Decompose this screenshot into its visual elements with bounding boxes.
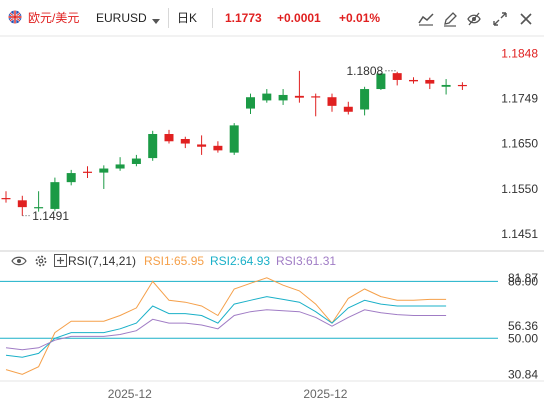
candle-body (148, 134, 158, 159)
toolbar-divider (168, 8, 169, 28)
candle-body (17, 200, 27, 208)
eye-off-icon[interactable] (466, 11, 482, 27)
line-chart-icon[interactable] (418, 11, 434, 27)
candle-body (1, 198, 11, 200)
rsi-toolbar: RSI(7,14,21) RSI1:65.95 RSI2:64.93 RSI3:… (0, 252, 544, 270)
rsi-tick-label: 80.00 (508, 274, 538, 288)
symbol-label[interactable]: EURUSD (96, 11, 147, 25)
candle-body (50, 182, 60, 209)
rsi1-value: RSI1:65.95 (144, 254, 205, 268)
toolbar-divider (212, 8, 213, 28)
candle-body (425, 79, 435, 84)
rsi-tick-label: 50.00 (508, 331, 538, 345)
candle-body (115, 164, 125, 169)
close-icon[interactable] (518, 11, 534, 27)
rsi2-value: RSI2:64.93 (210, 254, 271, 268)
price-tick-label: 1.1749 (501, 92, 538, 106)
chart-toolbar: 欧元/美元 EURUSD 日K 1.1773 +0.0001 +0.01% (0, 0, 544, 36)
date-tick-label: 2025-12 (108, 387, 152, 401)
candle-body (376, 73, 386, 90)
candle-body (180, 139, 190, 144)
rsi-tick-label: 81.87 (508, 271, 538, 285)
price-tick-label: 1.1550 (501, 182, 538, 196)
candle-body (229, 125, 239, 153)
rsi3-value: RSI3:61.31 (276, 254, 337, 268)
candle-body (409, 79, 418, 82)
plus-square-icon[interactable] (54, 254, 67, 268)
candle-body (311, 96, 321, 98)
high-price-annotation: 1.1808 (346, 64, 383, 78)
pair-name: 欧元/美元 (28, 11, 80, 25)
low-price-annotation: 1.1491 (32, 209, 69, 223)
rsi-tick-label: 56.36 (508, 319, 538, 333)
candle-body (262, 93, 272, 101)
candle-body (246, 97, 255, 109)
candle-body (343, 106, 353, 112)
rsi-tick-label: 30.84 (508, 368, 538, 382)
candle-body (213, 145, 223, 151)
price-tick-label: 1.1848 (501, 47, 538, 61)
date-tick-label: 2025-12 (303, 387, 347, 401)
candle-body (66, 173, 76, 183)
candle-body (327, 97, 337, 106)
candle-body (294, 95, 304, 98)
candle-body (360, 89, 370, 110)
last-price: 1.1773 (225, 11, 262, 25)
candle-body (457, 84, 467, 87)
flag-icon (8, 10, 22, 26)
candle-body (197, 144, 207, 147)
chevron-down-icon[interactable] (152, 13, 160, 29)
candle-body (392, 73, 402, 80)
fullscreen-icon[interactable] (492, 11, 508, 27)
candle-body (131, 158, 141, 164)
candle-body (441, 84, 451, 87)
gear-icon[interactable] (34, 254, 48, 268)
candle-body (164, 134, 174, 142)
candle-body (99, 168, 109, 173)
rsi-series-line (5, 296, 447, 358)
rsi-label: RSI(7,14,21) (68, 254, 137, 268)
price-tick-label: 1.1451 (501, 227, 538, 241)
price-change: +0.0001 (277, 11, 321, 25)
rsi-series-line (5, 277, 447, 375)
eye-icon[interactable] (11, 254, 27, 268)
candle-body (34, 207, 44, 209)
rsi-series-line (5, 309, 447, 351)
candle-body (278, 94, 288, 101)
interval-label[interactable]: 日K (177, 11, 198, 25)
candle-body (83, 171, 92, 173)
price-change-percent: +0.01% (339, 11, 381, 25)
price-tick-label: 1.1650 (501, 137, 538, 151)
pencil-icon[interactable] (442, 11, 458, 27)
